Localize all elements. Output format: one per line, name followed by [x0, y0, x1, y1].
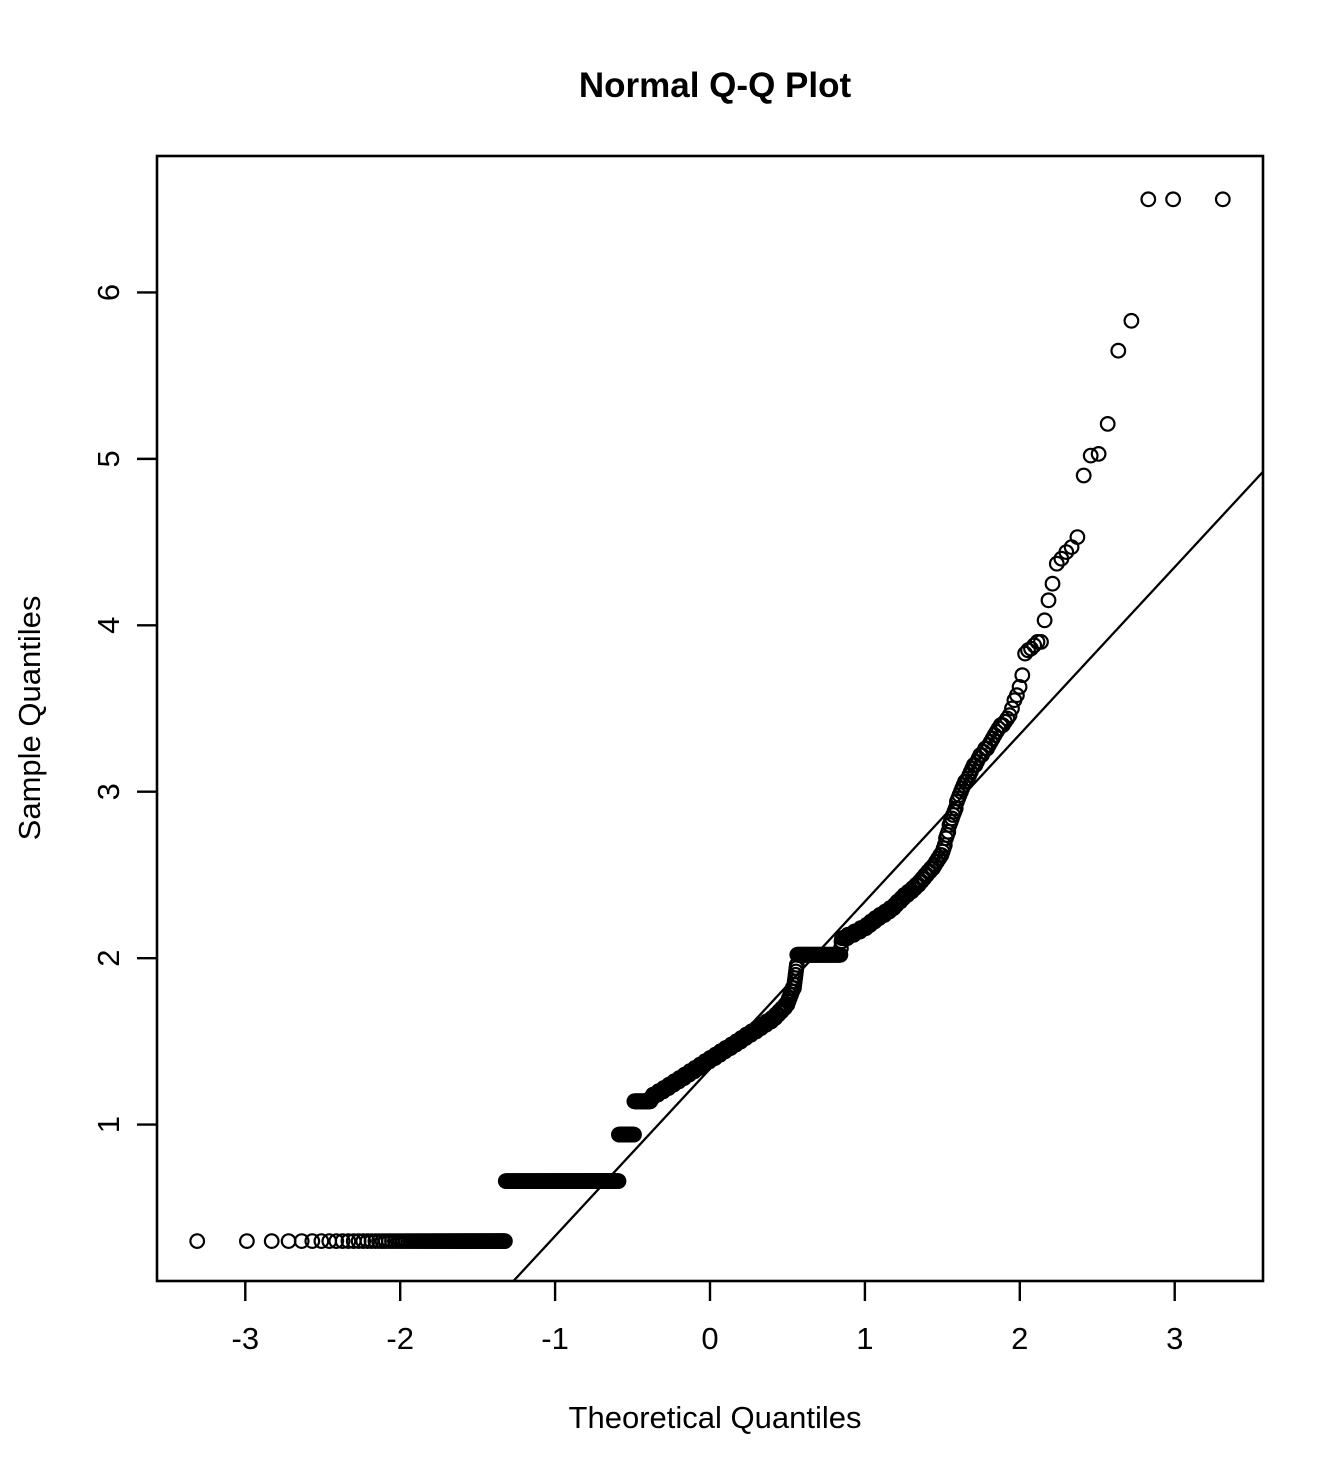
y-axis-ticks: 1 2 3 4 5 6 — [91, 284, 157, 1133]
y-tick-label: 6 — [91, 284, 126, 301]
x-tick-label: 0 — [701, 1321, 718, 1356]
reference-line — [512, 470, 1264, 1282]
x-axis-ticks: -3 -2 -1 0 1 2 3 — [232, 1281, 1183, 1356]
y-tick-label: 4 — [91, 617, 126, 634]
qq-point — [1033, 634, 1049, 650]
qq-point — [1165, 191, 1181, 208]
qq-point — [999, 710, 1016, 727]
y-tick-label: 2 — [91, 950, 126, 967]
qq-point — [293, 1233, 310, 1249]
qq-point — [328, 1233, 345, 1249]
y-tick-label: 5 — [91, 450, 126, 467]
qq-point — [1214, 191, 1231, 208]
qq-point — [1140, 191, 1157, 208]
qq-point — [355, 1233, 372, 1249]
x-tick-label: 1 — [856, 1321, 873, 1356]
y-tick-label: 1 — [91, 1116, 126, 1133]
qq-point — [1044, 575, 1061, 592]
qq-point — [238, 1233, 255, 1249]
qq-point — [1004, 700, 1020, 717]
qq-point — [497, 1233, 513, 1249]
qq-point — [263, 1233, 280, 1249]
x-tick-label: -3 — [232, 1321, 260, 1356]
qq-point — [1036, 612, 1053, 629]
qq-point — [1009, 687, 1025, 704]
qq-point — [1099, 416, 1116, 432]
qq-point — [1123, 312, 1140, 329]
data-points — [189, 191, 1231, 1249]
qq-point — [1040, 592, 1057, 609]
qq-point — [313, 1233, 330, 1249]
x-axis-label: Theoretical Quantiles — [569, 1400, 862, 1435]
qq-point — [1090, 446, 1107, 462]
qq-point — [340, 1233, 357, 1249]
x-tick-label: -2 — [386, 1321, 414, 1356]
qq-point — [1014, 667, 1031, 684]
qq-point — [1110, 342, 1127, 359]
y-axis-label: Sample Quantiles — [12, 596, 47, 841]
x-tick-label: -1 — [541, 1321, 569, 1356]
qq-point — [610, 1173, 627, 1189]
qq-point — [1011, 679, 1028, 695]
chart-title: Normal Q-Q Plot — [579, 66, 852, 105]
qq-point — [304, 1233, 321, 1249]
qq-point — [1058, 544, 1075, 560]
x-tick-label: 3 — [1166, 1321, 1183, 1356]
qq-point — [334, 1233, 351, 1249]
qq-point — [189, 1233, 206, 1249]
y-tick-label: 3 — [91, 783, 126, 800]
qq-point — [1082, 447, 1099, 464]
qq-point — [1075, 467, 1092, 484]
x-tick-label: 2 — [1011, 1321, 1028, 1356]
plot-box — [155, 154, 1265, 1283]
qq-point — [626, 1126, 642, 1143]
qq-point — [1001, 707, 1018, 724]
qq-point — [1048, 555, 1065, 572]
qq-point — [280, 1233, 297, 1249]
qq-point — [1069, 529, 1086, 545]
